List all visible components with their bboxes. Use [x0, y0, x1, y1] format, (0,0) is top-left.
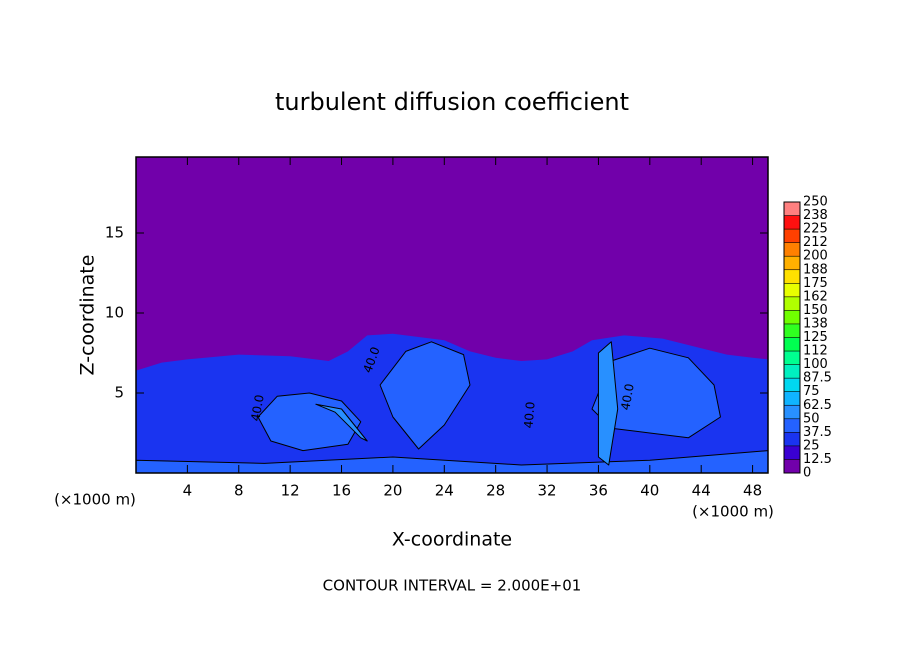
colorbar-swatch [784, 378, 800, 392]
x-axis-label: X-coordinate [392, 529, 512, 551]
colorbar-swatch [784, 351, 800, 365]
x-tick-label: 48 [743, 482, 762, 500]
colorbar-swatch [784, 432, 800, 446]
colorbar-swatch [784, 202, 800, 216]
x-tick-label: 16 [332, 482, 351, 500]
contour-label: 40.0 [521, 401, 537, 429]
colorbar-swatch [784, 364, 800, 379]
colorbar-swatch [784, 296, 800, 311]
colorbar-tick-label: 150 [803, 303, 828, 318]
colorbar-tick-label: 87.5 [803, 371, 832, 386]
colorbar-tick-label: 75 [803, 384, 820, 399]
colorbar-tick-label: 175 [803, 276, 828, 291]
colorbar-tick-label: 37.5 [803, 425, 832, 440]
colorbar-swatch [784, 310, 800, 324]
contour-region [379, 341, 471, 450]
colorbar-swatch [784, 445, 800, 460]
colorbar-tick-label: 250 [803, 195, 828, 210]
colorbar-swatch [784, 459, 800, 473]
y-tick-label: 15 [105, 224, 124, 242]
x-tick-label: 32 [538, 482, 557, 500]
colorbar-tick-label: 212 [803, 235, 828, 250]
colorbar-swatch [784, 229, 800, 243]
colorbar-swatch [784, 418, 800, 433]
contour-label: 40.0 [248, 394, 266, 423]
y-tick-label: 5 [114, 384, 124, 402]
x-tick-label: 40 [640, 482, 659, 500]
contour-region [315, 403, 368, 442]
colorbar-tick-label: 188 [803, 262, 828, 277]
colorbar-tick-label: 238 [803, 208, 828, 223]
colorbar-swatch [784, 242, 800, 257]
colorbar-swatch [784, 283, 800, 297]
x-tick-label: 44 [692, 482, 711, 500]
colorbar-swatch [784, 405, 800, 419]
colorbar-tick-label: 225 [803, 222, 828, 237]
colorbar-swatch [784, 215, 800, 230]
colorbar-tick-label: 12.5 [803, 452, 832, 467]
colorbar-tick-label: 62.5 [803, 398, 832, 413]
contour-label: 40.0 [618, 383, 636, 412]
x-tick-label: 20 [383, 482, 402, 500]
y-tick-label: 10 [105, 304, 124, 322]
colorbar-swatch [784, 256, 800, 270]
plot-frame [135, 156, 769, 474]
colorbar-tick-label: 0 [803, 466, 811, 481]
x-tick-label: 8 [234, 482, 244, 500]
x-tick-label: 12 [281, 482, 300, 500]
colorbar-tick-label: 112 [803, 344, 828, 359]
contour-region [597, 341, 619, 466]
x-unit-label: (×1000 m) [54, 491, 136, 509]
colorbar-tick-label: 25 [803, 438, 820, 453]
colorbar-tick-label: 100 [803, 357, 828, 372]
chart-title: turbulent diffusion coefficient [275, 88, 629, 116]
colorbar-swatch [784, 391, 800, 406]
x-unit-label: (×1000 m) [692, 503, 774, 521]
colorbar-tick-label: 200 [803, 249, 828, 264]
y-axis-label: Z-coordinate [77, 255, 99, 376]
x-tick-label: 28 [486, 482, 505, 500]
plot-area: 40.040.040.040.0 [135, 157, 769, 474]
colorbar-tick-label: 125 [803, 330, 828, 345]
colorbar-swatch [784, 323, 800, 338]
x-tick-label: 4 [183, 482, 193, 500]
contour-interval-note: CONTOUR INTERVAL = 2.000E+01 [323, 577, 582, 595]
colorbar-swatch [784, 269, 800, 284]
x-tick-label: 24 [435, 482, 454, 500]
colorbar-tick-label: 162 [803, 289, 828, 304]
colorbar-tick-label: 138 [803, 316, 828, 331]
colorbar-tick-label: 50 [803, 411, 820, 426]
colorbar-swatch [784, 337, 800, 352]
contour-region [591, 347, 721, 439]
x-tick-label: 36 [589, 482, 608, 500]
